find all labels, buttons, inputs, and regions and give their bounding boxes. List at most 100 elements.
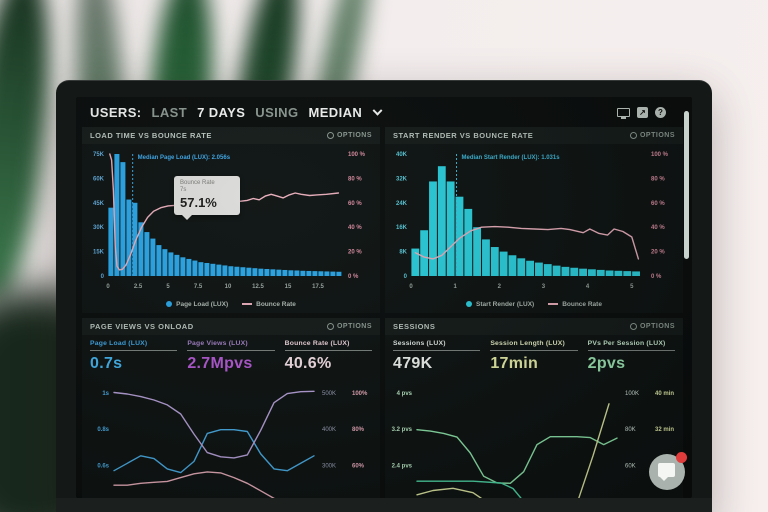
svg-text:60 %: 60 % xyxy=(348,201,362,207)
svg-text:40 %: 40 % xyxy=(348,225,362,231)
chart-load-time-wrap: 75K 60K 45K 30K 15K 0 100 % 80 % 60 % 40 % 20 % 0 %… xyxy=(82,144,380,297)
svg-text:0: 0 xyxy=(101,274,105,280)
gear-icon xyxy=(629,132,637,139)
svg-text:40 %: 40 % xyxy=(651,225,665,231)
metric-sessions: Sessions (LUX) 479K xyxy=(393,340,481,373)
legend-dot xyxy=(166,301,173,308)
svg-text:0.6s: 0.6s xyxy=(97,464,109,470)
svg-text:2: 2 xyxy=(498,284,502,290)
notification-badge xyxy=(676,452,687,463)
options-button[interactable]: OPTIONS xyxy=(326,132,372,139)
svg-text:2.5: 2.5 xyxy=(134,284,143,290)
svg-text:0 %: 0 % xyxy=(348,274,359,280)
chart-legend: Start Render (LUX) Bounce Rate xyxy=(385,297,683,312)
metric-page-load: Page Load (LUX) 0.7s xyxy=(90,340,178,373)
metric-row: Sessions (LUX) 479K Session Length (LUX)… xyxy=(385,335,683,375)
svg-text:32 min: 32 min xyxy=(655,427,674,433)
svg-text:100 %: 100 % xyxy=(651,152,669,158)
header-seg1: LAST xyxy=(151,104,188,120)
share-icon[interactable]: ↗ xyxy=(637,106,648,118)
header-metric-value: MEDIAN xyxy=(308,104,363,120)
svg-text:5: 5 xyxy=(630,284,634,290)
users-range-selector[interactable]: USERS: LAST 7 DAYS USING MEDIAN xyxy=(88,104,383,120)
svg-text:17.5: 17.5 xyxy=(312,284,324,290)
panel-load-time: LOAD TIME VS BOUNCE RATE OPTIONS 75K 60K 4… xyxy=(82,127,380,313)
gear-icon xyxy=(326,132,334,139)
legend-line xyxy=(548,303,559,306)
svg-text:45K: 45K xyxy=(93,201,105,207)
svg-text:400K: 400K xyxy=(322,427,336,433)
legend-item-start-render[interactable]: Start Render (LUX) xyxy=(466,301,534,308)
metric-value: 17min xyxy=(490,355,539,372)
header-range-value: 7 DAYS xyxy=(197,104,246,120)
svg-text:12.5: 12.5 xyxy=(252,284,264,290)
svg-text:0: 0 xyxy=(409,284,413,290)
svg-text:80K: 80K xyxy=(625,427,636,433)
monitor-icon[interactable] xyxy=(617,107,630,119)
svg-text:0.8s: 0.8s xyxy=(97,427,109,433)
svg-text:75K: 75K xyxy=(93,152,105,158)
chat-bubble-icon xyxy=(658,463,675,481)
start-render-chart: 40K 32K 24K 16K 8K 0 100 % 80 % 60 % 40 % 20 % 0 % 0… xyxy=(396,152,669,290)
svg-text:7.5: 7.5 xyxy=(194,284,203,290)
svg-text:10: 10 xyxy=(225,284,232,290)
metric-bounce-rate: Bounce Rate (LUX) 40.6% xyxy=(284,340,372,373)
options-button[interactable]: OPTIONS xyxy=(629,132,675,139)
svg-text:32K: 32K xyxy=(396,176,408,182)
dashboard-screen: USERS: LAST 7 DAYS USING MEDIAN ↗ ? LOAD… xyxy=(76,97,692,498)
chart-tooltip: Bounce Rate 7s 57.1% xyxy=(174,176,240,220)
panel-title: LOAD TIME VS BOUNCE RATE xyxy=(90,131,212,140)
header-seg3: USING xyxy=(255,104,299,120)
tooltip-arrow xyxy=(182,215,192,220)
svg-text:40 min: 40 min xyxy=(655,391,674,397)
svg-text:80%: 80% xyxy=(352,427,365,433)
legend-item-bounce-rate[interactable]: Bounce Rate xyxy=(242,301,296,308)
load-time-chart: 75K 60K 45K 30K 15K 0 100 % 80 % 60 % 40 % 20 % 0 %… xyxy=(93,152,366,290)
metric-value: 40.6% xyxy=(284,355,332,372)
legend-item-bounce-rate[interactable]: Bounce Rate xyxy=(548,301,602,308)
metric-value: 2.7Mpvs xyxy=(187,355,253,372)
chat-widget-button[interactable] xyxy=(649,452,687,490)
options-button[interactable]: OPTIONS xyxy=(629,323,675,330)
svg-text:4: 4 xyxy=(586,284,590,290)
metric-value: 479K xyxy=(393,355,433,372)
svg-text:1s: 1s xyxy=(102,391,109,397)
svg-text:100%: 100% xyxy=(352,391,368,397)
svg-text:500K: 500K xyxy=(322,391,336,397)
legend-dot xyxy=(466,301,473,308)
svg-text:20 %: 20 % xyxy=(651,250,665,256)
svg-text:4 pvs: 4 pvs xyxy=(397,391,413,397)
svg-text:Median Page Load (LUX): 2.056s: Median Page Load (LUX): 2.056s xyxy=(138,155,231,161)
svg-text:15: 15 xyxy=(285,284,292,290)
svg-text:0: 0 xyxy=(404,274,408,280)
svg-text:3.2 pvs: 3.2 pvs xyxy=(392,427,413,433)
legend-line xyxy=(242,303,253,306)
laptop-frame: USERS: LAST 7 DAYS USING MEDIAN ↗ ? LOAD… xyxy=(56,80,712,512)
svg-text:8K: 8K xyxy=(399,250,407,256)
chevron-down-icon[interactable] xyxy=(372,105,383,116)
svg-text:0: 0 xyxy=(106,284,110,290)
options-button[interactable]: OPTIONS xyxy=(326,323,372,330)
page-views-chart: 1s0.8s0.6s0.4s500K100%400K80%300K60%200K… xyxy=(97,390,368,498)
dashboard-header: USERS: LAST 7 DAYS USING MEDIAN ↗ ? xyxy=(76,97,692,127)
svg-text:24K: 24K xyxy=(396,201,408,207)
scrollbar[interactable] xyxy=(684,111,689,259)
svg-text:300K: 300K xyxy=(322,464,336,470)
header-prefix: USERS: xyxy=(90,104,142,120)
svg-text:30K: 30K xyxy=(93,225,105,231)
svg-text:60%: 60% xyxy=(352,464,365,470)
panel-title: SESSIONS xyxy=(393,322,436,331)
svg-text:60 %: 60 % xyxy=(651,201,665,207)
svg-text:2.4 pvs: 2.4 pvs xyxy=(392,464,413,470)
metric-page-views: Page Views (LUX) 2.7Mpvs xyxy=(187,340,275,373)
svg-text:1: 1 xyxy=(453,284,457,290)
chart-start-render-wrap: 40K 32K 24K 16K 8K 0 100 % 80 % 60 % 40 % 20 % 0 % 0… xyxy=(385,144,683,297)
legend-item-page-load[interactable]: Page Load (LUX) xyxy=(166,301,228,308)
panel-title: START RENDER VS BOUNCE RATE xyxy=(393,131,534,140)
chart-legend: Page Load (LUX) Bounce Rate xyxy=(82,297,380,312)
help-icon[interactable]: ? xyxy=(655,106,666,118)
svg-text:80 %: 80 % xyxy=(348,176,362,182)
svg-text:100K: 100K xyxy=(625,391,639,397)
svg-text:16K: 16K xyxy=(396,225,408,231)
svg-text:100 %: 100 % xyxy=(348,152,366,158)
